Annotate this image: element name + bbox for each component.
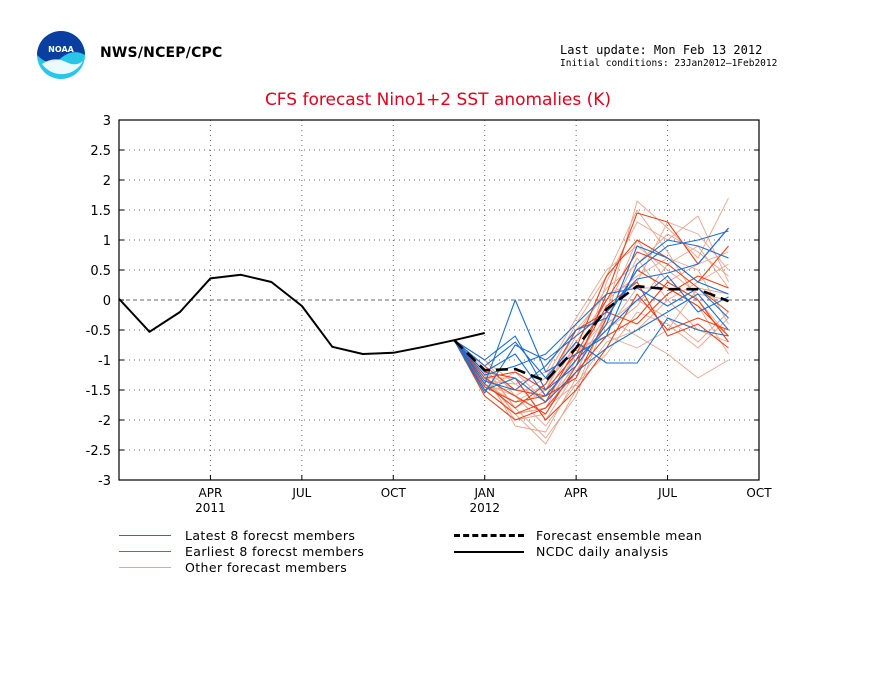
other-member-line bbox=[453, 257, 729, 439]
x-tick-label: APR bbox=[199, 486, 223, 500]
other-member-line bbox=[453, 245, 729, 385]
noaa-logo-icon: NOAA bbox=[37, 31, 85, 79]
x-tick-label: JUL bbox=[657, 486, 677, 500]
x-tick-label: OCT bbox=[746, 486, 772, 500]
y-tick-label: -2 bbox=[98, 414, 111, 429]
agency-label: NWS/NCEP/CPC bbox=[100, 45, 223, 61]
y-tick-label: 3 bbox=[103, 114, 111, 129]
chart-title: CFS forecast Nino1+2 SST anomalies (K) bbox=[264, 90, 612, 110]
y-tick-label: 2 bbox=[103, 174, 111, 189]
x-tick-label: JAN bbox=[473, 486, 495, 500]
legend-earliest-label: Earliest 8 forecst members bbox=[185, 544, 365, 559]
x-tick-label: OCT bbox=[381, 486, 407, 500]
y-tick-label: 0 bbox=[103, 294, 111, 309]
latest-member-line bbox=[453, 287, 729, 376]
legend-latest: Latest 8 forecst members bbox=[119, 528, 355, 543]
latest-member-line bbox=[453, 230, 729, 391]
earliest-member-line bbox=[453, 251, 729, 391]
legend-observed: NCDC daily analysis bbox=[454, 544, 669, 559]
latest-members-layer bbox=[453, 227, 729, 403]
last-update-text: Last update: Mon Feb 13 2012 bbox=[560, 43, 763, 57]
x-tick-label: JUL bbox=[291, 486, 311, 500]
y-tick-label: -2.5 bbox=[86, 444, 111, 459]
ensemble-mean-layer bbox=[453, 284, 729, 383]
legend-earliest: Earliest 8 forecst members bbox=[119, 544, 364, 559]
y-tick-label: -3 bbox=[98, 474, 111, 489]
y-tick-label: 0.5 bbox=[90, 264, 111, 279]
observed-line bbox=[118, 273, 485, 355]
latest-member-line bbox=[453, 275, 729, 397]
latest-member-line bbox=[453, 293, 729, 403]
y-tick-label: -1.5 bbox=[86, 384, 111, 399]
observed-layer bbox=[118, 273, 485, 355]
legend-other-swatch bbox=[119, 567, 171, 568]
y-tick-label: -1 bbox=[98, 354, 111, 369]
legend-mean: Forecast ensemble mean bbox=[454, 528, 702, 543]
axes-layer: 32.521.510.50-0.5-1-1.5-2-2.5-3APR2011JU… bbox=[86, 114, 773, 515]
latest-member-line bbox=[453, 317, 729, 379]
legend-observed-label: NCDC daily analysis bbox=[536, 544, 669, 559]
x-tick-year-label: 2011 bbox=[195, 501, 226, 515]
other-member-line bbox=[453, 245, 729, 403]
legend-mean-label: Forecast ensemble mean bbox=[536, 528, 703, 543]
y-tick-label: 1 bbox=[103, 234, 111, 249]
ensemble-mean-line bbox=[453, 284, 729, 383]
legend-earliest-swatch bbox=[119, 551, 171, 552]
x-tick-label: APR bbox=[564, 486, 588, 500]
plot-frame bbox=[118, 119, 760, 481]
initial-conditions-text: Initial conditions: 23Jan2012—1Feb2012 bbox=[560, 58, 778, 69]
svg-text:NOAA: NOAA bbox=[48, 45, 74, 54]
legend-latest-label: Latest 8 forecst members bbox=[185, 528, 356, 543]
grid-layer bbox=[119, 120, 759, 480]
legend-other-label: Other forecast members bbox=[185, 560, 348, 575]
y-tick-label: 1.5 bbox=[90, 204, 111, 219]
earliest-member-line bbox=[453, 281, 729, 421]
legend-other: Other forecast members bbox=[119, 560, 347, 575]
y-tick-label: -0.5 bbox=[86, 324, 111, 339]
x-tick-year-label: 2012 bbox=[469, 501, 500, 515]
legend-latest-swatch bbox=[119, 535, 171, 536]
y-tick-label: 2.5 bbox=[90, 144, 111, 159]
legend-mean-swatch bbox=[454, 534, 524, 537]
earliest-member-line bbox=[453, 275, 729, 409]
earliest-member-line bbox=[453, 281, 729, 403]
legend-observed-swatch bbox=[454, 550, 524, 553]
